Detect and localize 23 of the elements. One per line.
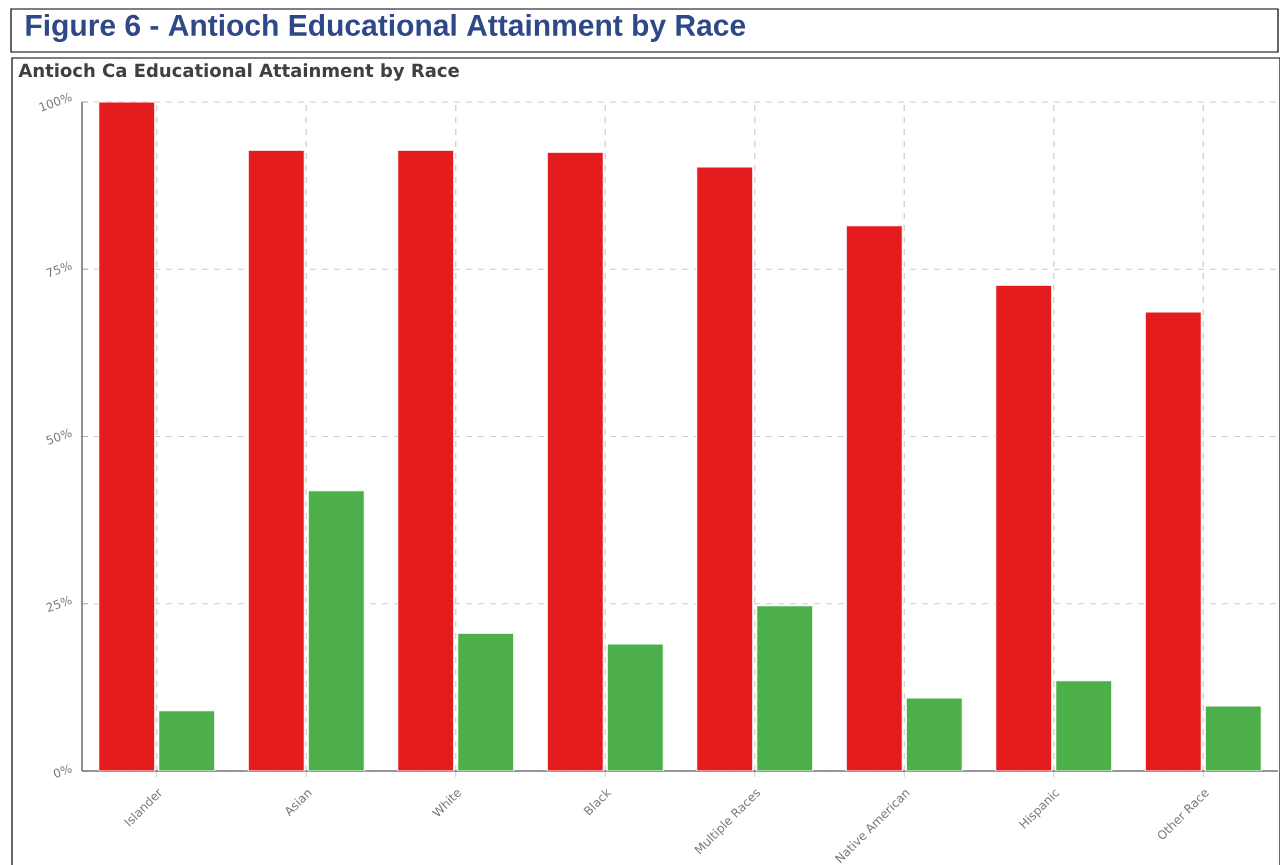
bar bbox=[546, 151, 604, 771]
y-tick-label: 100% bbox=[39, 92, 72, 112]
bar bbox=[995, 284, 1053, 771]
chart-title: Figure 6 - Antioch Educational Attainment by Race bbox=[26, 13, 746, 43]
bar bbox=[1144, 311, 1202, 771]
bar bbox=[397, 149, 455, 771]
bar bbox=[845, 225, 903, 771]
bar bbox=[1204, 705, 1262, 771]
bar bbox=[696, 166, 754, 771]
bar bbox=[1055, 680, 1113, 771]
bar bbox=[756, 605, 814, 771]
y-tick-label: 50% bbox=[46, 428, 72, 445]
bar bbox=[247, 149, 305, 771]
chart-subtitle: Antioch Ca Educational Attainment by Race bbox=[18, 63, 459, 81]
y-tick-label: 0% bbox=[53, 764, 72, 778]
bar bbox=[98, 101, 156, 771]
y-tick-label: 25% bbox=[45, 595, 72, 613]
bar bbox=[158, 710, 216, 771]
bar bbox=[457, 632, 515, 771]
y-tick-label: 75% bbox=[45, 261, 72, 278]
bar bbox=[307, 490, 365, 771]
bar bbox=[606, 643, 664, 771]
bar bbox=[905, 697, 963, 771]
